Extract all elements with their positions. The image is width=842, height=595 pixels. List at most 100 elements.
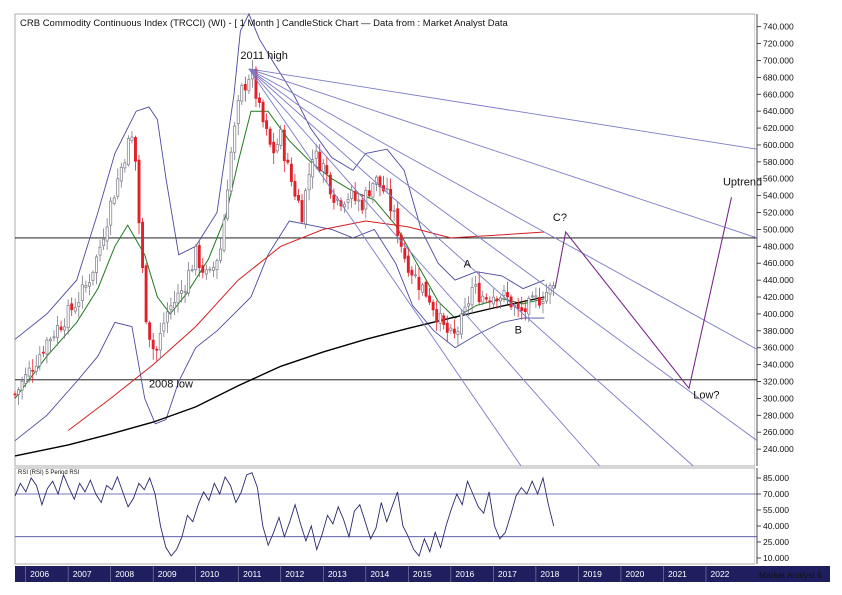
candle-body	[523, 308, 527, 312]
candle-body	[52, 336, 56, 339]
price-tick-label: 660.000	[763, 89, 794, 99]
price-tick-label: 460.000	[763, 258, 794, 268]
rsi-title: RSI (RSI) 5 Period RSI	[18, 470, 80, 476]
rsi-tick-label: 85.000	[763, 473, 789, 483]
candle-body	[289, 163, 293, 182]
price-tick-label: 540.000	[763, 191, 794, 201]
candle-body	[73, 307, 77, 312]
annotation-label: Low?	[693, 389, 719, 401]
candle-body	[24, 374, 28, 384]
candle-body	[148, 322, 152, 340]
time-tick-label: 2007	[73, 569, 92, 579]
price-tick-label: 360.000	[763, 343, 794, 353]
time-tick-label: 2014	[370, 569, 389, 579]
candle-body	[456, 331, 460, 335]
candle-body	[357, 199, 361, 202]
candle-body	[13, 393, 17, 396]
candle-body	[204, 269, 208, 275]
candle-body	[126, 138, 130, 166]
candle-body	[80, 284, 84, 301]
bollinger-lower	[14, 220, 545, 442]
candle-body	[201, 265, 205, 273]
moving-average-short	[14, 110, 545, 399]
candle-body	[258, 97, 261, 103]
candle-body	[226, 189, 230, 220]
candle-body	[190, 269, 194, 272]
time-tick-label: 2012	[285, 569, 304, 579]
candle-body	[527, 298, 531, 315]
candle-body	[272, 141, 276, 154]
rsi-series	[14, 472, 555, 557]
annotations: 2011 high 2008 low A B C? Low? Uptrend	[149, 50, 762, 402]
time-tick-label: 2010	[200, 569, 219, 579]
annotation-label: 2011 high	[240, 50, 288, 62]
candle-body	[91, 271, 95, 281]
candlesticks	[13, 59, 556, 405]
candle-body	[460, 313, 463, 335]
candle-body	[491, 296, 495, 305]
candle-body	[56, 325, 59, 338]
candle-body	[34, 365, 38, 372]
moving-averages	[14, 110, 545, 457]
price-axis-ticks: 740.000 720.000 700.000 680.000 660.000 640.0…	[757, 22, 794, 454]
time-tick-label: 2013	[328, 569, 347, 579]
price-tick-label: 560.000	[763, 174, 794, 184]
candle-body	[530, 295, 534, 298]
time-tick-label: 2006	[30, 569, 49, 579]
price-tick-label: 300.000	[763, 393, 794, 403]
candle-body	[442, 315, 446, 325]
candle-body	[84, 285, 88, 288]
annotation-label: Uptrend	[723, 177, 762, 189]
candle-body	[392, 209, 396, 212]
candle-body	[41, 351, 45, 354]
candle-body	[367, 190, 371, 197]
fan-line	[248, 68, 601, 467]
price-tick-label: 380.000	[763, 326, 794, 336]
candle-body	[304, 190, 308, 225]
candle-body	[105, 226, 109, 242]
candle-body	[102, 238, 106, 247]
rsi-tick-label: 70.000	[763, 489, 789, 499]
candle-body	[435, 309, 439, 323]
candle-body	[130, 136, 134, 142]
candle-body	[406, 255, 410, 273]
candle-body	[169, 305, 173, 310]
candle-body	[165, 311, 169, 323]
candle-body	[481, 295, 485, 303]
price-tick-label: 260.000	[763, 427, 794, 437]
candle-body	[144, 265, 148, 323]
candle-body	[208, 268, 212, 271]
fan-line	[248, 68, 522, 467]
candle-body	[176, 292, 180, 304]
candle-body	[233, 125, 237, 153]
candle-body	[66, 305, 70, 329]
price-tick-label: 680.000	[763, 72, 794, 82]
time-tick-label: 2021	[668, 569, 687, 579]
candle-body	[452, 328, 456, 334]
candle-body	[297, 195, 300, 201]
price-tick-label: 640.000	[763, 106, 794, 116]
price-tick-label: 700.000	[763, 55, 794, 65]
candle-body	[261, 101, 265, 123]
candle-body	[318, 151, 322, 172]
candle-body	[236, 100, 240, 125]
candle-body	[158, 333, 162, 351]
candle-body	[537, 297, 541, 306]
projection-line	[554, 197, 733, 390]
candle-body	[59, 326, 63, 331]
horizontal-levels	[15, 237, 757, 538]
price-panel	[14, 13, 756, 467]
candle-body	[17, 389, 20, 395]
candle-body	[488, 300, 492, 303]
candle-body	[332, 194, 336, 203]
time-tick-label: 2009	[158, 569, 177, 579]
candle-body	[112, 197, 116, 204]
candle-body	[413, 274, 417, 277]
candle-body	[197, 245, 201, 269]
candle-body	[194, 245, 198, 271]
price-tick-label: 600.000	[763, 140, 794, 150]
candle-body	[325, 165, 329, 175]
candle-body	[467, 303, 471, 307]
price-tick-label: 240.000	[763, 444, 794, 454]
